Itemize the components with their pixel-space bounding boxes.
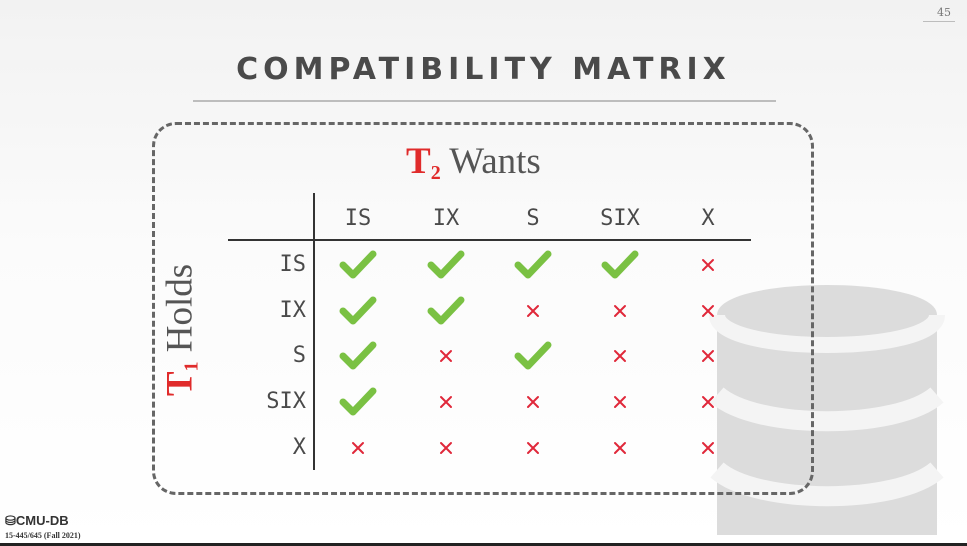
row-header-x: X <box>293 435 307 460</box>
cmu-db-logo: ⛁CMU-DB <box>5 513 69 528</box>
column-header-is: IS <box>345 206 372 231</box>
check-icon <box>514 341 552 370</box>
t2-wants-label: T2 Wants <box>406 140 541 185</box>
matrix-frame <box>152 122 814 495</box>
title-divider <box>193 100 776 102</box>
cross-icon <box>614 350 626 362</box>
t2-variable: T2 <box>406 141 441 184</box>
check-icon <box>339 250 377 279</box>
wants-text: Wants <box>440 141 541 182</box>
row-header-s: S <box>293 343 306 368</box>
cross-icon <box>702 305 714 317</box>
check-icon <box>601 250 639 279</box>
cross-icon <box>527 396 539 408</box>
check-icon <box>339 341 377 370</box>
cross-icon <box>614 396 626 408</box>
check-icon <box>514 250 552 279</box>
check-icon <box>339 296 377 325</box>
row-header-six: SIX <box>266 389 306 414</box>
cross-icon <box>352 442 364 454</box>
cross-icon <box>702 396 714 408</box>
check-icon <box>427 250 465 279</box>
cross-icon <box>702 442 714 454</box>
column-header-s: S <box>526 206 539 231</box>
course-label: 15-445/645 (Fall 2021) <box>5 531 81 540</box>
cross-icon <box>702 350 714 362</box>
column-header-six: SIX <box>600 206 640 231</box>
cross-icon <box>440 396 452 408</box>
footer-bar <box>0 543 967 546</box>
cross-icon <box>440 442 452 454</box>
column-header-x: X <box>701 206 715 231</box>
row-header-ix: IX <box>280 298 307 323</box>
cross-icon <box>440 350 452 362</box>
column-header-ix: IX <box>433 206 460 231</box>
cross-icon <box>527 305 539 317</box>
cross-icon <box>614 305 626 317</box>
cross-icon <box>702 259 714 271</box>
cross-icon <box>527 442 539 454</box>
check-icon <box>339 387 377 416</box>
database-watermark-icon <box>709 285 945 535</box>
page-number: 45 <box>923 6 955 22</box>
cross-icon <box>614 442 626 454</box>
check-icon <box>427 296 465 325</box>
row-header-is: IS <box>280 252 307 277</box>
slide-title: COMPATIBILITY MATRIX <box>236 52 731 87</box>
